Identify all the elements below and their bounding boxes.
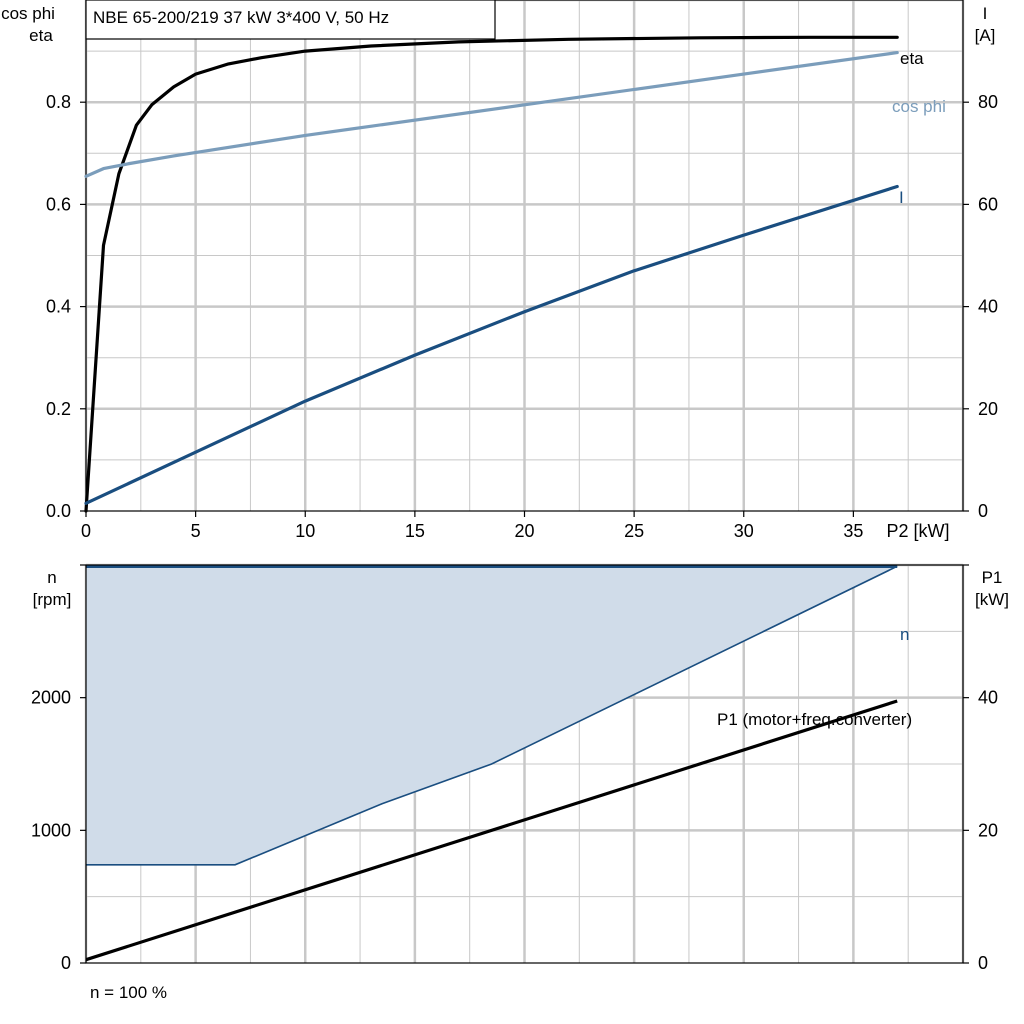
top-right-tick-label: 40	[978, 297, 998, 317]
top-left-tick-label: 0.4	[46, 297, 71, 317]
top-left-axis-label-line1: cos phi	[1, 4, 55, 23]
series-label-p1: P1 (motor+freq.converter)	[717, 710, 912, 729]
bottom-series-group	[85, 564, 898, 962]
top-left-tick-label: 0.2	[46, 399, 71, 419]
top-series-group	[84, 35, 899, 513]
top-right-tick-label: 20	[978, 399, 998, 419]
top-right-tick-label: 60	[978, 194, 998, 214]
current-curve	[84, 184, 899, 505]
series-label-current: I	[899, 188, 904, 207]
cos-phi-curve	[84, 50, 899, 178]
top-right-axis-label-line1: I	[983, 4, 988, 23]
title-box	[85, 0, 496, 40]
top-right-tick-label: 80	[978, 92, 998, 112]
speed-min-line	[86, 565, 898, 866]
bottom-left-tick-label: 1000	[31, 820, 71, 840]
top-grid	[84, 0, 965, 511]
top-x-tick-label: 25	[624, 521, 644, 541]
bottom-left-tick-label: 0	[61, 953, 71, 973]
bottom-plot-frame	[85, 564, 964, 964]
top-x-tick-label: 35	[843, 521, 863, 541]
top-right-axis-label-line2: [A]	[975, 26, 996, 45]
top-x-tick-label: 5	[191, 521, 201, 541]
bottom-right-axis-label-line2: [kW]	[975, 590, 1009, 609]
top-left-tick-label: 0.8	[46, 92, 71, 112]
top-left-axis-label-line2: eta	[29, 26, 53, 45]
bottom-left-axis-label-line1: n	[47, 568, 56, 587]
top-chart: 0.0 0.2 0.4 0.6 0.8 0 20 40 60 80 0 5 10 15 20 25 30 35 c…	[1, 0, 998, 541]
bottom-right-axis-label-line1: P1	[982, 568, 1003, 587]
bottom-left-axis-label-line2: [rpm]	[33, 590, 72, 609]
top-x-tick-label: 0	[81, 521, 91, 541]
top-left-tick-label: 0.0	[46, 501, 71, 521]
top-left-tick-label: 0.6	[46, 194, 71, 214]
speed-percentage-note: n = 100 %	[90, 983, 167, 1002]
series-label-speed: n	[900, 625, 909, 644]
p1-power-line	[85, 699, 898, 962]
top-right-tick-label: 0	[978, 501, 988, 521]
top-x-tick-label: 10	[295, 521, 315, 541]
bottom-right-tick-label: 40	[978, 688, 998, 708]
top-x-tick-label: 15	[405, 521, 425, 541]
bottom-right-tick-label: 0	[978, 953, 988, 973]
bottom-tick-labels: 0 1000 2000 0 20 40	[31, 564, 998, 973]
top-x-axis-label: P2 [kW]	[886, 521, 949, 541]
bottom-right-tick-label: 20	[978, 820, 998, 840]
bottom-chart: 0 1000 2000 0 20 40 n [rpm] P1 [kW] n P1 (mot…	[31, 563, 1009, 1002]
speed-range-area	[86, 566, 898, 865]
top-x-tick-label: 20	[514, 521, 534, 541]
eta-curve	[84, 35, 899, 513]
top-x-tick-label: 30	[734, 521, 754, 541]
bottom-left-tick-label: 2000	[31, 688, 71, 708]
series-label-eta: eta	[900, 49, 924, 68]
series-label-cos-phi: cos phi	[892, 97, 946, 116]
top-tick-labels: 0.0 0.2 0.4 0.6 0.8 0 20 40 60 80 0 5 10 15 20 25 30 35	[46, 92, 998, 541]
chart-title: NBE 65-200/219 37 kW 3*400 V, 50 Hz	[93, 8, 389, 27]
